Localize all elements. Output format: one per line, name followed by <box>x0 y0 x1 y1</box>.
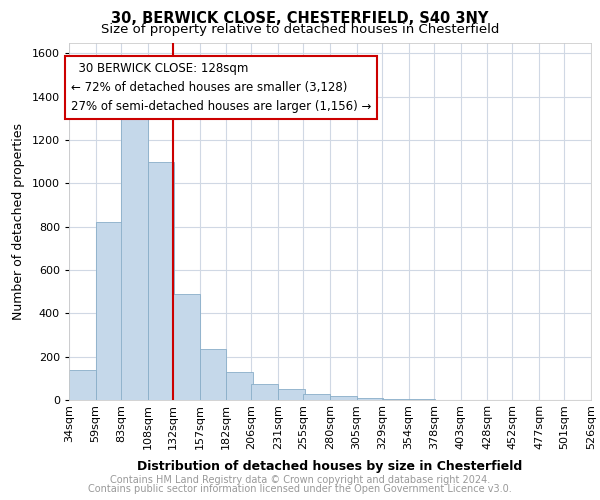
Bar <box>382 399 409 400</box>
Bar <box>200 349 226 400</box>
Bar <box>121 118 148 400</box>
Bar <box>148 162 174 400</box>
Bar <box>226 372 253 400</box>
Bar <box>304 394 330 400</box>
Bar <box>95 222 122 400</box>
Bar <box>278 389 305 400</box>
Text: Contains public sector information licensed under the Open Government Licence v3: Contains public sector information licen… <box>88 484 512 494</box>
Text: Contains HM Land Registry data © Crown copyright and database right 2024.: Contains HM Land Registry data © Crown c… <box>110 475 490 485</box>
Bar <box>173 294 200 400</box>
Bar <box>330 396 356 400</box>
Bar <box>251 384 278 400</box>
Text: 30 BERWICK CLOSE: 128sqm  
← 72% of detached houses are smaller (3,128)
27% of s: 30 BERWICK CLOSE: 128sqm ← 72% of detach… <box>71 62 371 113</box>
Y-axis label: Number of detached properties: Number of detached properties <box>12 122 25 320</box>
Text: Size of property relative to detached houses in Chesterfield: Size of property relative to detached ho… <box>101 22 499 36</box>
Bar <box>356 398 383 400</box>
Bar <box>69 370 95 400</box>
Text: 30, BERWICK CLOSE, CHESTERFIELD, S40 3NY: 30, BERWICK CLOSE, CHESTERFIELD, S40 3NY <box>112 11 488 26</box>
X-axis label: Distribution of detached houses by size in Chesterfield: Distribution of detached houses by size … <box>137 460 523 473</box>
